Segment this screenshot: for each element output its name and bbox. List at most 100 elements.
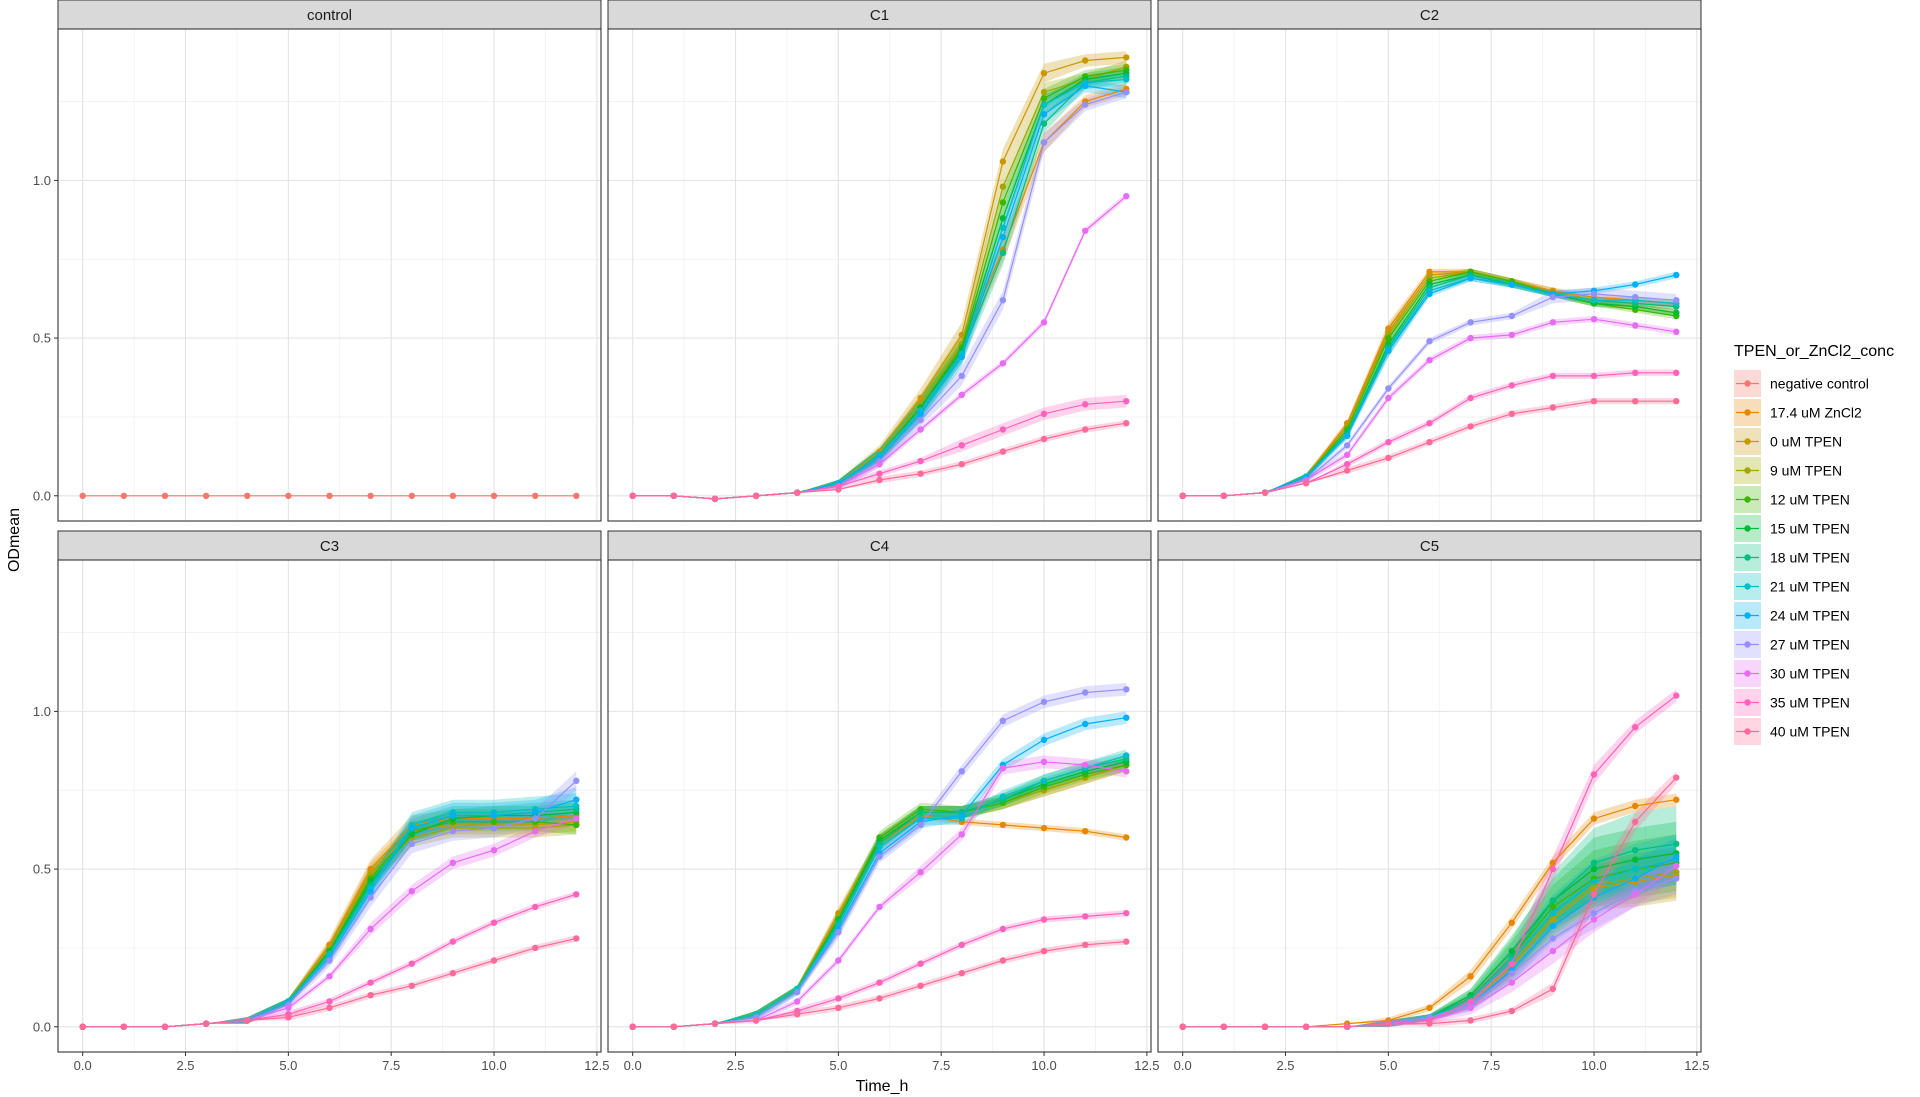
data-point-40-um-tpen xyxy=(1673,774,1680,781)
data-point-40-um-tpen xyxy=(1179,492,1186,499)
data-point-24-um-tpen xyxy=(1549,922,1557,929)
data-point-30-um-tpen xyxy=(1344,451,1351,458)
data-point-30-um-tpen xyxy=(917,426,924,433)
legend-label: 9 uM TPEN xyxy=(1770,463,1842,479)
legend-key-point xyxy=(1744,699,1751,706)
data-point-30-um-tpen xyxy=(408,888,415,895)
grid xyxy=(58,29,601,521)
legend-label: 12 uM TPEN xyxy=(1770,492,1850,508)
x-tick-label: 10.0 xyxy=(481,1058,506,1073)
data-point-negative-control xyxy=(573,492,580,499)
data-point-0-um-tpen xyxy=(917,394,924,402)
data-point-40-um-tpen xyxy=(711,1020,719,1027)
panel-border xyxy=(607,559,1152,1053)
data-point-0-um-tpen xyxy=(1040,70,1048,77)
legend-label: 35 uM TPEN xyxy=(1770,695,1850,711)
data-point-24-um-tpen xyxy=(1123,714,1130,721)
ribbon-24-um-tpen xyxy=(82,787,577,1027)
data-point-12-um-tpen xyxy=(573,821,580,829)
y-axis-title: ODmean xyxy=(6,508,23,572)
legend-item-12-um-tpen: 12 uM TPEN xyxy=(1734,486,1850,513)
data-point-24-um-tpen xyxy=(1082,82,1089,90)
data-point-30-um-tpen xyxy=(1082,761,1089,769)
ribbon-12-um-tpen xyxy=(1182,834,1677,1027)
data-point-17-4-um-zncl2 xyxy=(1467,973,1474,980)
data-point-40-um-tpen xyxy=(79,1023,86,1030)
data-point-27-um-tpen xyxy=(999,717,1007,724)
legend-item-24-um-tpen: 24 uM TPEN xyxy=(1734,602,1850,629)
data-point-27-um-tpen xyxy=(1040,698,1048,706)
data-point-40-um-tpen xyxy=(449,970,457,977)
data-point-24-um-tpen xyxy=(1508,281,1516,288)
data-point-30-um-tpen xyxy=(876,903,883,911)
legend-label: 27 uM TPEN xyxy=(1770,637,1850,653)
data-point-15-um-tpen xyxy=(999,215,1007,222)
ribbon-21-um-tpen xyxy=(82,793,577,1027)
data-point-35-um-tpen xyxy=(1590,771,1598,778)
data-point-35-um-tpen xyxy=(999,426,1007,433)
data-point-40-um-tpen xyxy=(1082,941,1089,948)
data-point-40-um-tpen xyxy=(1040,435,1048,443)
legend-item-27-um-tpen: 27 uM TPEN xyxy=(1734,631,1850,658)
legend-title: TPEN_or_ZnCl2_conc xyxy=(1734,343,1894,360)
panel-strip xyxy=(607,0,1152,30)
legend-key-point xyxy=(1744,583,1751,590)
data-point-40-um-tpen xyxy=(285,1014,292,1021)
data-point-17-4-um-zncl2 xyxy=(1590,815,1598,822)
data-point-35-um-tpen xyxy=(1426,420,1433,427)
data-point-24-um-tpen xyxy=(573,796,580,803)
data-point-40-um-tpen xyxy=(670,1023,677,1030)
data-point-30-um-tpen xyxy=(449,859,457,866)
data-point-15-um-tpen xyxy=(408,831,415,838)
ribbon-17-4-um-zncl2 xyxy=(632,812,1127,1027)
data-point-40-um-tpen xyxy=(326,1004,333,1011)
data-point-35-um-tpen xyxy=(835,995,842,1002)
data-point-24-um-tpen xyxy=(917,410,924,417)
legend-key-point xyxy=(1744,380,1751,387)
data-point-24-um-tpen xyxy=(1673,853,1680,860)
data-point-40-um-tpen xyxy=(490,957,498,964)
data-point-40-um-tpen xyxy=(629,492,636,499)
data-point-negative-control xyxy=(449,492,457,499)
data-point-17-4-um-zncl2 xyxy=(999,821,1007,829)
ribbon-18-um-tpen xyxy=(1182,806,1677,1027)
data-point-30-um-tpen xyxy=(1673,862,1680,870)
legend-item-9-um-tpen: 9 uM TPEN xyxy=(1734,457,1842,484)
panels-layer: control 0.0 0.5 1.0 C1 C2 C3 0.0 0.5 1.0 0.0 2.5 5.0… xyxy=(33,0,1710,1073)
data-point-40-um-tpen xyxy=(1261,489,1269,496)
data-point-35-um-tpen xyxy=(1123,398,1130,405)
legend-item-35-um-tpen: 35 uM TPEN xyxy=(1734,689,1850,716)
data-point-21-um-tpen xyxy=(1123,752,1130,759)
x-tick-label: 12.5 xyxy=(1684,1058,1709,1073)
data-point-40-um-tpen xyxy=(532,944,539,952)
data-point-40-um-tpen xyxy=(1590,891,1598,898)
data-point-40-um-tpen xyxy=(794,1011,801,1018)
plot-content xyxy=(1179,268,1680,499)
panel-c5: C5 0.0 2.5 5.0 7.5 10.0 12.5 xyxy=(1157,530,1710,1073)
legend-item-18-um-tpen: 18 uM TPEN xyxy=(1734,544,1850,571)
legend-key-point xyxy=(1744,641,1751,648)
data-point-40-um-tpen xyxy=(1040,947,1048,955)
data-point-27-um-tpen xyxy=(1344,442,1351,449)
data-point-27-um-tpen xyxy=(917,416,924,424)
panel-strip xyxy=(57,530,602,561)
data-point-27-um-tpen xyxy=(1632,293,1639,301)
data-point-27-um-tpen xyxy=(532,815,539,822)
data-point-24-um-tpen xyxy=(1426,290,1433,298)
data-point-27-um-tpen xyxy=(1508,312,1516,320)
panel-c3: C3 0.0 0.5 1.0 0.0 2.5 5.0 7.5 10.0 12.5 xyxy=(33,530,610,1073)
data-point-negative-control xyxy=(532,492,539,499)
panel-control: control 0.0 0.5 1.0 xyxy=(33,0,602,522)
grid xyxy=(1158,560,1701,1052)
data-point-27-um-tpen xyxy=(1590,290,1598,298)
data-point-negative-control xyxy=(161,492,169,499)
data-point-15-um-tpen xyxy=(1673,309,1680,316)
data-point-negative-control xyxy=(285,492,292,499)
data-point-24-um-tpen xyxy=(1040,111,1048,118)
data-point-27-um-tpen xyxy=(958,768,965,775)
data-point-27-um-tpen xyxy=(1508,970,1516,977)
data-point-negative-control xyxy=(120,492,128,499)
data-point-40-um-tpen xyxy=(1673,398,1680,405)
grid xyxy=(608,29,1151,521)
data-point-24-um-tpen xyxy=(958,353,965,361)
